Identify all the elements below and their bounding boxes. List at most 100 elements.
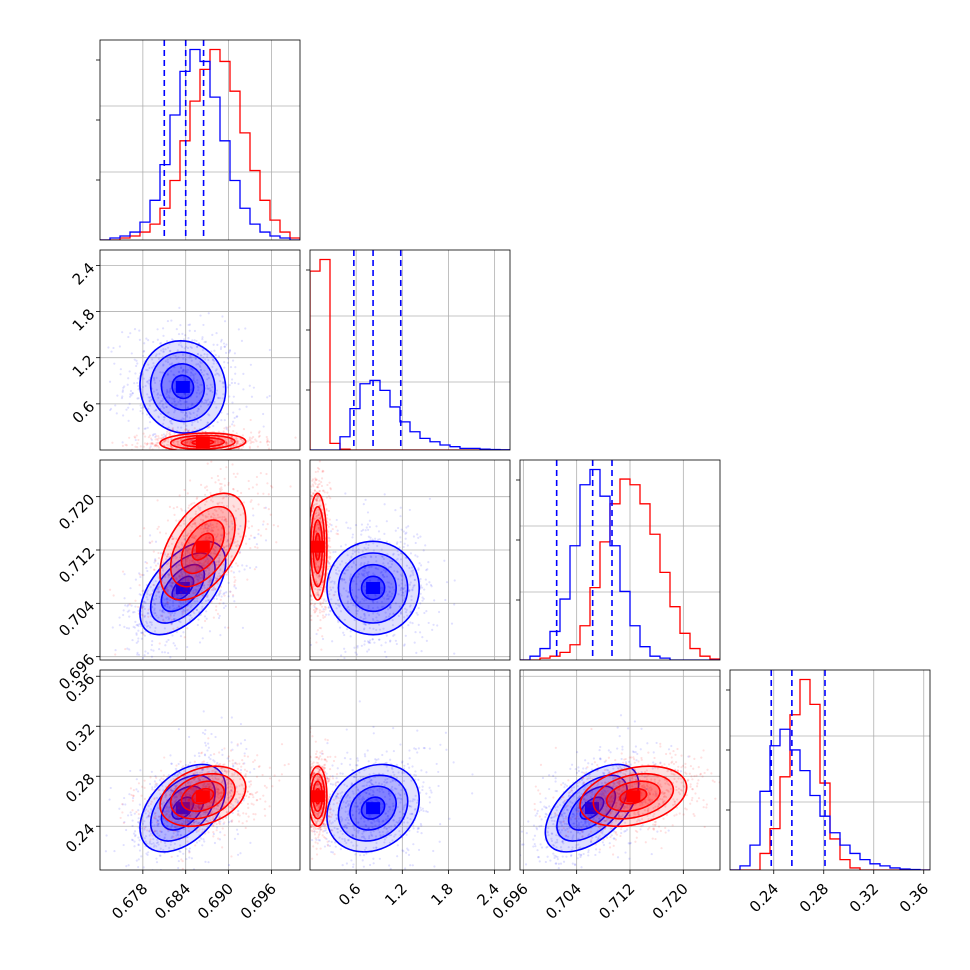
sample-point bbox=[170, 585, 173, 588]
sample-point bbox=[216, 450, 218, 452]
sample-point bbox=[259, 534, 263, 537]
sample-point bbox=[156, 824, 159, 827]
sample-point bbox=[433, 599, 436, 602]
sample-point bbox=[135, 778, 138, 781]
sample-point bbox=[212, 358, 215, 361]
sample-point bbox=[263, 506, 266, 510]
sample-point bbox=[153, 568, 156, 572]
sample-point bbox=[194, 574, 197, 577]
sample-point bbox=[403, 586, 406, 590]
sample-point bbox=[116, 394, 119, 397]
sample-point bbox=[403, 616, 406, 619]
sample-point bbox=[157, 620, 160, 624]
sample-point bbox=[129, 332, 132, 335]
sample-point bbox=[178, 563, 181, 566]
sample-point bbox=[153, 830, 157, 833]
sample-point bbox=[195, 787, 199, 791]
sample-point bbox=[114, 649, 117, 652]
sample-point bbox=[206, 421, 209, 424]
sample-point bbox=[184, 358, 187, 361]
sample-point bbox=[235, 441, 238, 444]
x-tick-label: 0.32 bbox=[846, 880, 882, 916]
sample-point bbox=[202, 552, 205, 556]
sample-point bbox=[226, 757, 229, 760]
sample-point bbox=[170, 370, 173, 373]
sample-point bbox=[312, 521, 315, 524]
sample-point bbox=[353, 550, 356, 553]
sample-point bbox=[133, 812, 136, 815]
sample-point bbox=[209, 383, 212, 386]
sample-point bbox=[152, 583, 155, 586]
sample-point bbox=[154, 775, 157, 778]
sample-point bbox=[317, 593, 320, 596]
sample-point bbox=[310, 497, 314, 500]
sample-point bbox=[419, 584, 423, 587]
sample-point bbox=[151, 448, 154, 450]
sample-point bbox=[125, 626, 129, 630]
sample-point bbox=[189, 503, 193, 506]
sample-point bbox=[239, 852, 242, 855]
sample-point bbox=[177, 370, 180, 373]
sample-point bbox=[171, 428, 174, 431]
sample-point bbox=[206, 403, 209, 406]
sample-point bbox=[424, 544, 427, 547]
sample-point bbox=[220, 440, 224, 444]
sample-point bbox=[177, 830, 180, 833]
sample-point bbox=[264, 506, 267, 509]
sample-point bbox=[204, 569, 208, 572]
sample-point bbox=[380, 570, 383, 574]
sample-point bbox=[210, 516, 213, 519]
sample-point bbox=[193, 536, 196, 540]
sample-point bbox=[414, 631, 417, 634]
sample-point bbox=[255, 543, 259, 546]
sample-point bbox=[262, 492, 265, 495]
sample-point bbox=[113, 362, 116, 365]
sample-point bbox=[204, 486, 207, 489]
sample-point bbox=[151, 457, 153, 459]
sample-point bbox=[243, 452, 245, 454]
sample-point bbox=[176, 854, 179, 858]
sample-point bbox=[214, 561, 217, 565]
sample-point bbox=[400, 552, 403, 555]
sample-point bbox=[219, 796, 222, 799]
sample-point bbox=[310, 494, 313, 497]
sample-point bbox=[384, 570, 387, 574]
sample-point bbox=[220, 486, 223, 489]
sample-point bbox=[139, 593, 142, 597]
sample-point bbox=[168, 380, 171, 383]
sample-point bbox=[333, 580, 336, 583]
sample-point bbox=[408, 583, 411, 586]
sample-point bbox=[189, 440, 192, 443]
sample-point bbox=[205, 372, 209, 376]
sample-point bbox=[128, 603, 131, 606]
sample-point bbox=[208, 414, 211, 417]
sample-point bbox=[307, 571, 309, 573]
sample-point bbox=[217, 430, 220, 433]
sample-point bbox=[181, 573, 184, 576]
sample-point bbox=[343, 656, 346, 660]
sample-point bbox=[182, 369, 185, 372]
sample-point bbox=[436, 624, 439, 627]
sample-point bbox=[181, 353, 185, 356]
sample-point bbox=[166, 596, 169, 600]
sample-point bbox=[193, 501, 196, 504]
sample-point bbox=[384, 641, 387, 644]
sample-point bbox=[189, 453, 191, 455]
sample-point bbox=[201, 605, 204, 608]
sample-point bbox=[215, 563, 218, 566]
panel-3-0 bbox=[104, 710, 290, 870]
sample-point bbox=[185, 590, 188, 593]
sample-point bbox=[160, 615, 164, 618]
sample-point bbox=[307, 546, 309, 548]
sample-point bbox=[306, 590, 308, 592]
sample-point bbox=[153, 602, 156, 605]
sample-point bbox=[363, 613, 366, 616]
sample-point bbox=[213, 514, 216, 517]
sample-point bbox=[191, 429, 194, 432]
sample-point bbox=[169, 788, 172, 792]
sample-point bbox=[315, 502, 319, 505]
sample-point bbox=[315, 499, 319, 502]
sample-point bbox=[202, 527, 205, 530]
sample-point bbox=[108, 380, 112, 383]
sample-point bbox=[236, 540, 239, 543]
